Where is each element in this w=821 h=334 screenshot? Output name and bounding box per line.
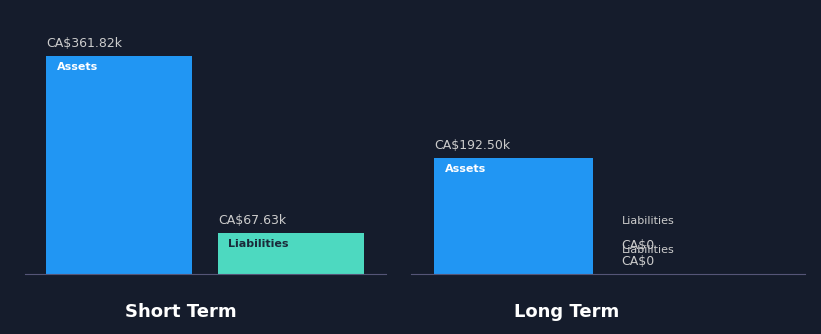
Text: Liabilities: Liabilities (228, 239, 289, 249)
Text: CA$0: CA$0 (621, 239, 655, 252)
Bar (218, 233, 365, 274)
Text: CA$0: CA$0 (621, 255, 655, 268)
Text: Assets: Assets (445, 164, 487, 174)
Text: CA$192.50k: CA$192.50k (434, 139, 510, 152)
Text: Long Term: Long Term (514, 303, 619, 321)
Text: Liabilities: Liabilities (621, 216, 674, 226)
Text: CA$67.63k: CA$67.63k (218, 214, 287, 227)
Text: Short Term: Short Term (125, 303, 236, 321)
Text: Assets: Assets (57, 62, 98, 72)
Text: Liabilities: Liabilities (621, 244, 674, 255)
Bar (46, 56, 192, 274)
Bar (434, 158, 594, 274)
Text: CA$361.82k: CA$361.82k (46, 37, 122, 50)
